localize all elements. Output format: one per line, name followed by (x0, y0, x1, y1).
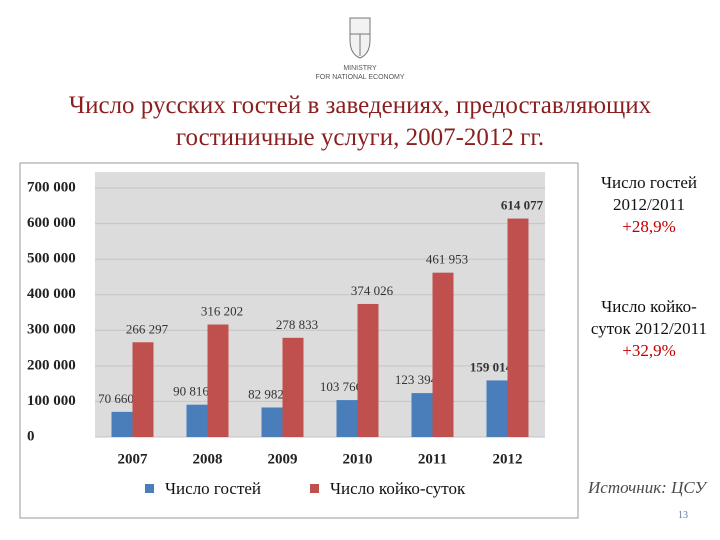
value-label: 82 982 (248, 386, 284, 401)
annotation-change: +28,9% (622, 217, 676, 236)
page-number: 13 (678, 510, 688, 521)
annotation-change: +32,9% (622, 341, 676, 360)
x-tick-label: 2010 (343, 451, 373, 467)
legend-swatch (310, 484, 319, 493)
x-tick-label: 2011 (418, 451, 447, 467)
x-tick-label: 2008 (193, 451, 223, 467)
value-label: 103 766 (320, 379, 363, 394)
bar (261, 407, 283, 437)
x-tick-label: 2007 (118, 451, 149, 467)
bar (132, 342, 154, 437)
bar (507, 218, 529, 437)
chart-title: Число русских гостей в заведениях, предо… (68, 92, 652, 151)
bar (411, 393, 433, 437)
annotation-text: Число койко-суток 2012/2011 (590, 297, 708, 338)
bar (207, 324, 229, 437)
y-tick-label: 300 000 (27, 322, 76, 338)
value-label: 266 297 (126, 321, 169, 336)
y-tick-label: 200 000 (27, 357, 76, 373)
y-tick-label: 0 (27, 428, 35, 444)
bar (432, 272, 454, 437)
value-label: 159 014 (470, 359, 513, 374)
logo: MINISTRY FOR NATIONAL ECONOMY (315, 17, 405, 81)
y-tick-label: 400 000 (27, 286, 76, 302)
value-label: 278 833 (276, 317, 318, 332)
source: Источник: ЦСУ (588, 478, 706, 497)
logo-text: MINISTRY (343, 65, 377, 72)
x-tick-label: 2009 (268, 451, 298, 467)
bar (486, 380, 508, 437)
value-label: 461 953 (426, 252, 468, 267)
bar (186, 404, 208, 437)
legend-swatch (145, 484, 154, 493)
logo-text: FOR NATIONAL ECONOMY (315, 74, 404, 81)
annotation-text: Число гостей 2012/2011 (600, 173, 697, 214)
plot-area (95, 172, 545, 437)
value-label: 316 202 (201, 304, 243, 319)
value-label: 70 660 (98, 391, 134, 406)
legend-label: Число гостей (165, 479, 261, 498)
y-tick-label: 500 000 (27, 251, 76, 267)
annotation: Число гостей 2012/2011 +28,9% (590, 172, 708, 238)
x-tick-label: 2012 (493, 451, 523, 467)
value-label: 123 394 (395, 372, 438, 387)
value-label: 90 816 (173, 384, 209, 399)
annotation: Число койко-суток 2012/2011 +32,9% (590, 296, 708, 362)
bar (111, 411, 133, 437)
value-label: 374 026 (351, 283, 394, 298)
y-tick-label: 600 000 (27, 215, 76, 231)
bar (357, 303, 379, 437)
y-tick-label: 100 000 (27, 393, 76, 409)
bar (336, 400, 358, 437)
bar (282, 337, 304, 437)
y-tick-label: 700 000 (27, 179, 76, 195)
legend-label: Число койко-суток (330, 479, 466, 498)
value-label: 614 077 (501, 198, 544, 213)
